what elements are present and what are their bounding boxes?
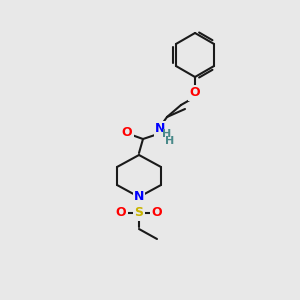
Text: O: O	[122, 127, 132, 140]
Text: H: H	[162, 129, 172, 139]
Text: O: O	[190, 86, 200, 100]
Text: O: O	[116, 206, 126, 220]
Text: N: N	[134, 190, 144, 203]
Text: O: O	[152, 206, 162, 220]
Text: H: H	[165, 136, 175, 146]
Text: N: N	[155, 122, 165, 136]
Text: S: S	[134, 206, 143, 220]
